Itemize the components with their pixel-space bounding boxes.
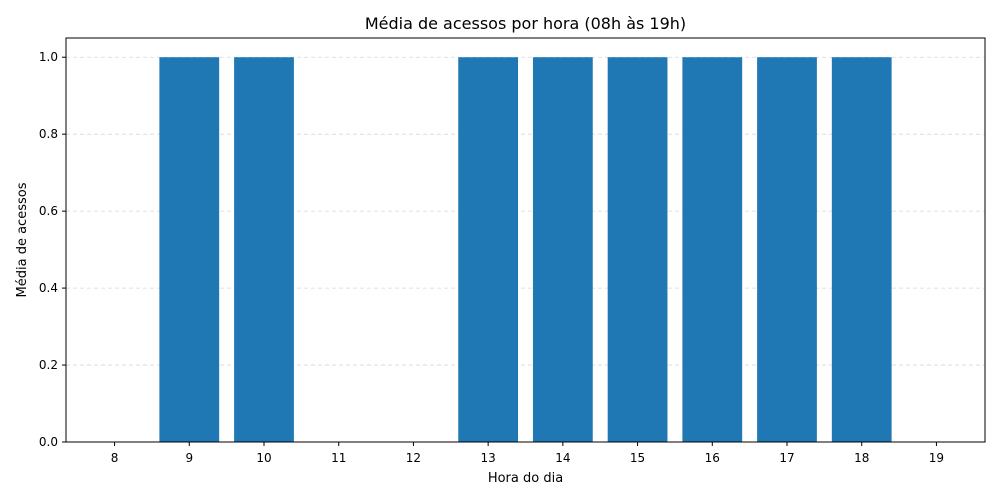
x-tick-label: 19	[929, 451, 944, 465]
x-tick-label: 13	[481, 451, 496, 465]
axis-layer: 0.0 0.2 0.4 0.6 0.8 1.0 8 9 10 11 12 13 14 15 16 17 18 19	[39, 50, 944, 465]
chart-title: Média de acessos por hora (08h às 19h)	[365, 14, 686, 33]
bar-13	[458, 57, 519, 442]
x-tick-label: 14	[555, 451, 570, 465]
x-tick-label: 18	[854, 451, 869, 465]
bar-14	[532, 57, 593, 442]
y-tick-label: 0.2	[39, 358, 58, 372]
x-tick-label: 12	[406, 451, 421, 465]
x-tick-label: 15	[630, 451, 645, 465]
x-tick-label: 11	[331, 451, 346, 465]
y-tick-label: 0.0	[39, 435, 58, 449]
x-axis-label: Hora do dia	[488, 471, 563, 486]
x-tick-label: 9	[185, 451, 193, 465]
y-tick-label: 0.8	[39, 127, 58, 141]
plot-frame	[65, 37, 986, 443]
y-tick-label: 0.6	[39, 204, 58, 218]
y-axis-label: Média de acessos	[15, 182, 30, 297]
bar-9	[159, 57, 220, 442]
x-tick-label: 17	[779, 451, 794, 465]
bar-15	[607, 57, 668, 442]
x-tick-label: 8	[111, 451, 119, 465]
bar-17	[757, 57, 817, 442]
bar-10	[234, 57, 294, 442]
y-tick-label: 1.0	[39, 50, 58, 64]
x-tick-label: 10	[256, 451, 271, 465]
bar-16	[682, 57, 743, 442]
bar-layer	[159, 57, 892, 442]
bar-18	[831, 57, 892, 442]
x-tick-label: 16	[705, 451, 720, 465]
y-tick-label: 0.4	[39, 281, 58, 295]
